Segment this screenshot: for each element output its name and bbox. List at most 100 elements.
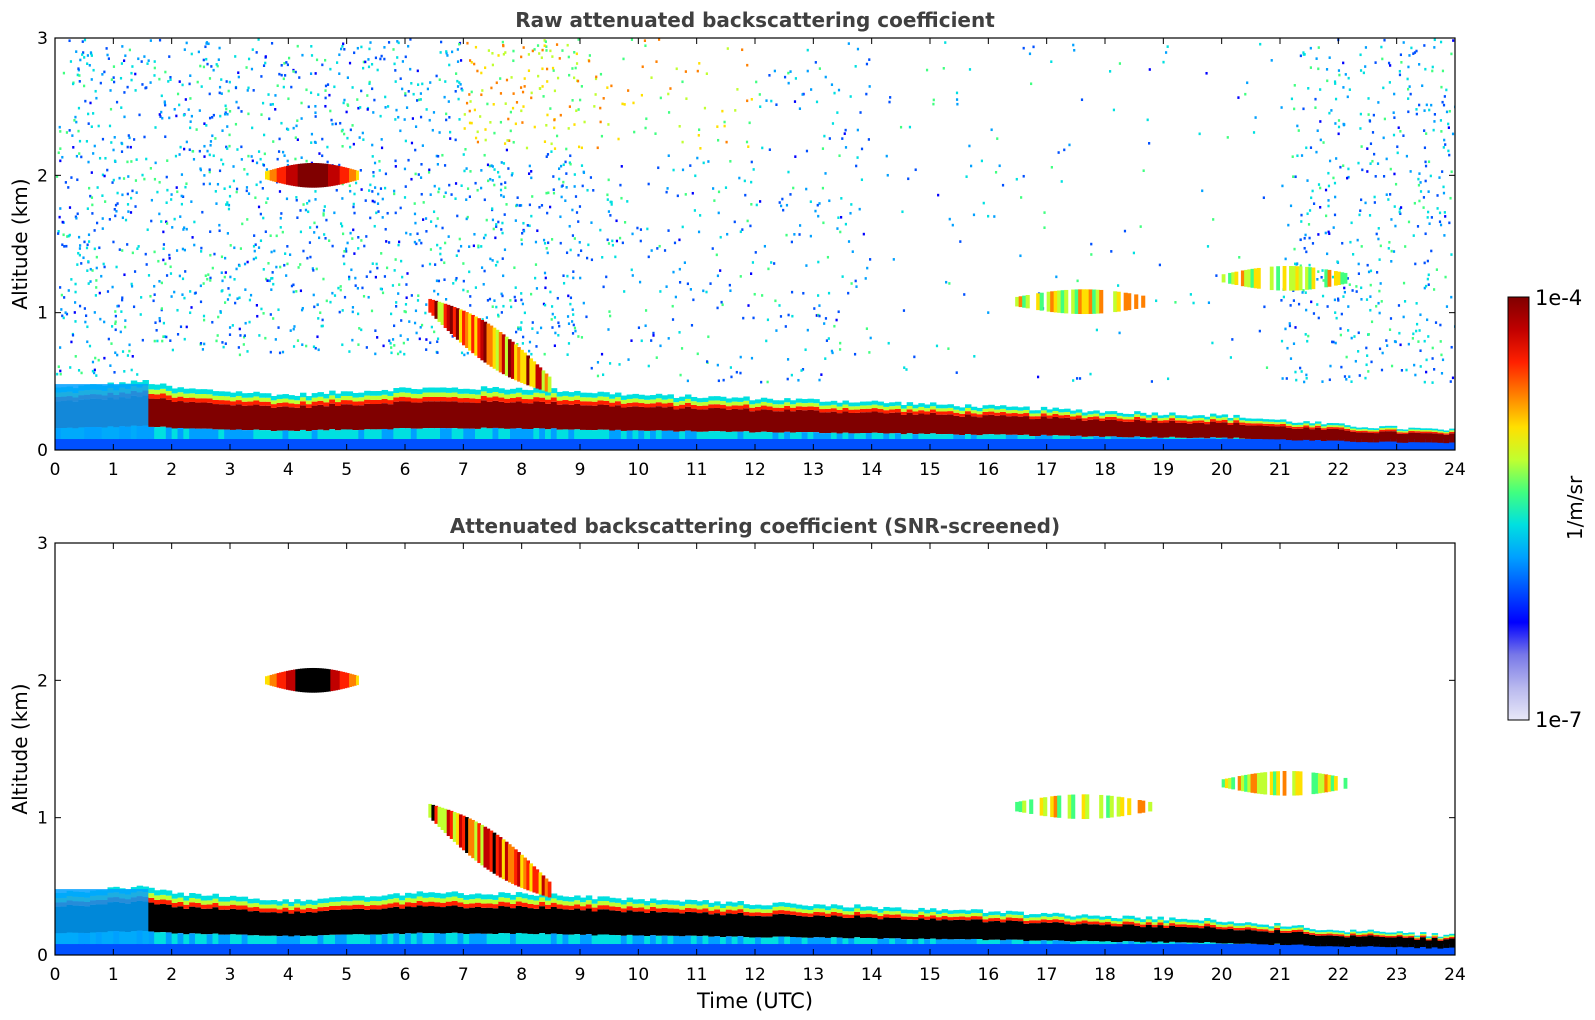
heatmap-cell [457,933,464,945]
noise-pixel [512,92,515,95]
heatmap-cell [679,400,686,405]
noise-pixel [334,122,337,126]
heatmap-cell [865,439,873,450]
heatmap-cell [1157,415,1164,419]
noise-pixel [1354,359,1357,363]
heatmap-cell [737,405,744,410]
noise-pixel [97,124,100,128]
noise-pixel [404,93,407,97]
noise-pixel [104,156,107,160]
noise-pixel [1398,331,1401,335]
noise-pixel [1329,364,1332,368]
noise-pixel [341,182,344,186]
noise-pixel [409,38,412,41]
feature-cell [332,164,336,186]
heatmap-cell [1309,425,1316,428]
noise-pixel [106,168,109,172]
noise-pixel [1139,225,1142,228]
heatmap-cell [965,411,972,415]
noise-pixel [439,51,442,54]
noise-pixel [321,137,324,141]
x-tick-label: 7 [458,460,469,480]
noise-pixel [552,188,555,191]
heatmap-cell [142,380,149,386]
noise-pixel [805,264,808,267]
heatmap-cell [626,430,634,440]
heatmap-cell [1093,416,1100,420]
noise-pixel [205,124,208,127]
noise-pixel [95,286,98,289]
noise-pixel [398,283,401,286]
heatmap-cell [1058,415,1065,419]
heatmap-cell [970,410,978,414]
noise-pixel [541,85,544,88]
noise-pixel [1057,151,1060,154]
heatmap-cell [743,439,750,450]
noise-pixel [226,203,229,206]
feature-cell [431,299,436,316]
heatmap-cell [329,901,336,906]
heatmap-cell [1420,431,1427,434]
heatmap-cell [434,944,441,955]
noise-pixel [378,169,381,172]
noise-pixel [959,240,962,243]
heatmap-cell [305,431,313,440]
noise-pixel [1108,70,1112,73]
feature-cell [1071,289,1076,314]
noise-pixel [1440,85,1443,89]
feature-cell [353,169,357,181]
heatmap-cell [469,933,476,945]
noise-pixel [225,107,228,111]
noise-pixel [577,145,581,149]
noise-pixel [840,215,843,219]
heatmap-cell [842,432,849,440]
heatmap-cell [883,439,890,450]
feature-cell [1343,272,1348,284]
heatmap-cell [300,392,307,398]
feature-cell [337,165,341,185]
noise-pixel [1394,340,1397,344]
noise-pixel [356,286,359,290]
heatmap-cell [165,395,173,400]
noise-pixel [573,76,576,80]
noise-pixel [611,243,615,247]
noise-pixel [510,305,513,309]
heatmap-cell [340,395,348,401]
noise-pixel [367,58,370,61]
heatmap-cell [375,901,383,906]
heatmap-cell [883,433,890,440]
heatmap-cell [1373,428,1380,431]
noise-pixel [659,96,662,100]
noise-pixel [285,274,288,277]
heatmap-cell [171,397,179,403]
heatmap-cell [492,904,499,909]
heatmap-cell [988,411,995,415]
noise-pixel [1357,161,1360,165]
heatmap-cell [1116,412,1124,416]
heatmap-cell [533,387,540,393]
noise-pixel [206,62,209,66]
noise-pixel [123,115,126,119]
heatmap-cell [650,903,657,907]
noise-pixel [855,285,858,288]
heatmap-cell [1280,426,1287,440]
noise-pixel [1396,151,1399,155]
heatmap-cell [463,899,470,905]
noise-pixel [1289,357,1293,360]
noise-pixel [1375,304,1378,308]
noise-pixel [469,100,472,103]
noise-pixel [468,245,471,248]
heatmap-cell [55,384,149,440]
noise-pixel [888,100,891,104]
noise-pixel [721,109,724,113]
noise-pixel [181,83,184,87]
heatmap-cell [1250,421,1258,424]
heatmap-cell [1169,415,1176,419]
noise-pixel [547,241,550,245]
heatmap-cell [545,908,552,935]
heatmap-cell [241,439,249,450]
noise-pixel [520,321,523,324]
heatmap-cell [1210,419,1217,422]
noise-pixel [1304,333,1307,336]
heatmap-cell [434,387,441,393]
